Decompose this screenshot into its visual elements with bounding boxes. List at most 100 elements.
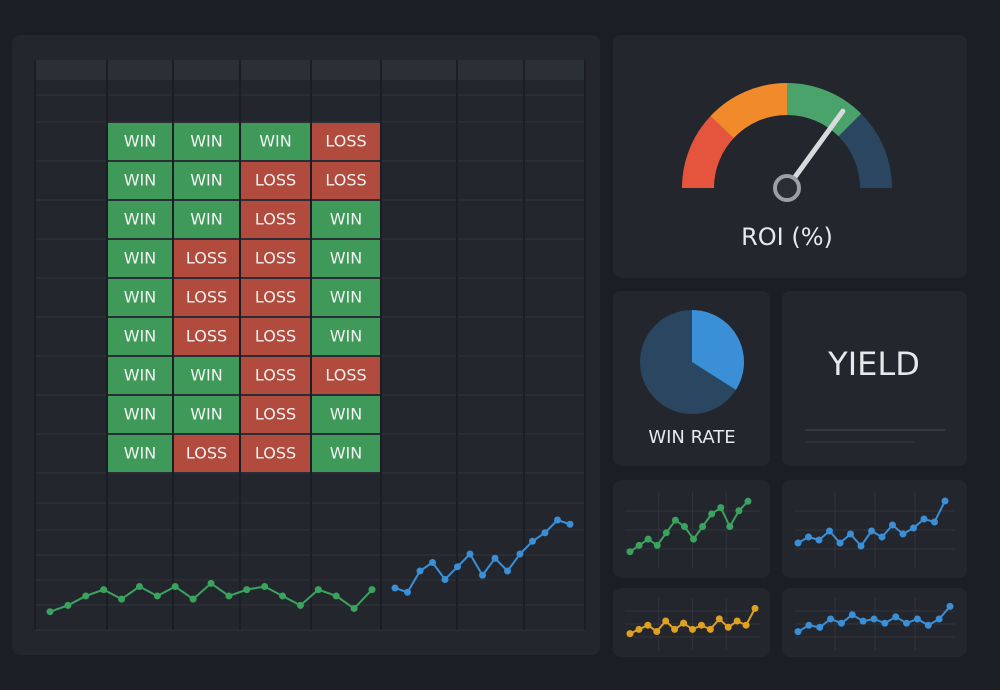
result-cell: WIN xyxy=(312,435,380,472)
sparkline-point xyxy=(653,541,661,549)
result-cell: WIN xyxy=(108,162,172,199)
sparkline-point xyxy=(699,523,707,530)
cell-bg xyxy=(174,201,239,238)
cell-text: LOSS xyxy=(255,288,296,307)
cell-text: WIN xyxy=(190,132,223,151)
result-cell: LOSS xyxy=(241,357,310,394)
sparkline-point xyxy=(635,541,643,549)
sparkline-point xyxy=(671,516,679,524)
sparkline-point xyxy=(946,602,954,610)
result-cell: LOSS xyxy=(241,279,310,316)
cell-text: WIN xyxy=(124,171,157,190)
cell-bg xyxy=(174,240,239,277)
sparkline-point xyxy=(504,567,511,575)
sparkline-point xyxy=(715,615,723,623)
sparkline-point xyxy=(662,617,670,625)
sparkline-point xyxy=(689,625,696,633)
cell-text: LOSS xyxy=(186,444,227,463)
result-cell: WIN xyxy=(174,162,239,199)
sparkline-point xyxy=(816,623,824,631)
sparkline-point xyxy=(653,628,661,635)
cell-text: WIN xyxy=(330,249,363,268)
cell-bg xyxy=(312,318,380,355)
sparkline-point xyxy=(892,613,900,621)
gauge-segment xyxy=(786,83,862,137)
cell-text: LOSS xyxy=(255,210,296,229)
cell-bg xyxy=(174,396,239,433)
sparkline-point xyxy=(941,497,949,505)
sparkline-point xyxy=(805,621,813,629)
gauge-needle xyxy=(784,108,846,191)
sparkline-point xyxy=(706,625,714,633)
cell-bg xyxy=(108,162,172,199)
result-cell: WIN xyxy=(312,318,380,355)
sparkline-point xyxy=(735,507,743,515)
cell-text: WIN xyxy=(259,132,292,151)
sparkline-point xyxy=(708,510,716,518)
sparkline-point xyxy=(541,529,549,537)
sparkline-point xyxy=(566,520,574,528)
sparkline-point xyxy=(207,579,215,587)
sparkline-point xyxy=(189,595,197,603)
cell-text: LOSS xyxy=(325,366,366,385)
cell-text: WIN xyxy=(124,327,157,346)
result-cell: WIN xyxy=(108,357,172,394)
sparkline-point xyxy=(261,583,269,590)
gauge-segment xyxy=(838,113,892,189)
sparkline-point xyxy=(516,550,524,558)
cell-text: LOSS xyxy=(255,366,296,385)
cell-bg xyxy=(241,396,310,433)
sparkline-point xyxy=(733,617,741,625)
cell-bg xyxy=(108,396,172,433)
sparkline-point xyxy=(491,554,499,562)
result-cell: WIN xyxy=(108,240,172,277)
sparkline-point xyxy=(626,548,634,556)
cell-text: WIN xyxy=(190,171,223,190)
sparkline-point xyxy=(118,595,126,603)
cell-text: WIN xyxy=(330,210,363,229)
result-cell: LOSS xyxy=(241,396,310,433)
cell-text: WIN xyxy=(124,366,157,385)
cell-bg xyxy=(108,201,172,238)
cell-bg xyxy=(241,201,310,238)
sparkline-point xyxy=(64,601,72,609)
sparkline-point xyxy=(626,630,634,638)
cell-bg xyxy=(241,318,310,355)
result-cell: WIN xyxy=(312,396,380,433)
result-cell: WIN xyxy=(108,201,172,238)
cell-bg xyxy=(312,279,380,316)
cell-text: WIN xyxy=(124,210,157,229)
cell-text: WIN xyxy=(124,405,157,424)
pie-slice xyxy=(692,310,745,390)
cell-bg xyxy=(108,357,172,394)
sparkline-point xyxy=(171,583,179,590)
result-cell: LOSS xyxy=(174,435,239,472)
sparkline-point xyxy=(100,586,108,594)
cell-text: WIN xyxy=(330,444,363,463)
cell-bg xyxy=(241,162,310,199)
cell-bg xyxy=(312,396,380,433)
cell-text: WIN xyxy=(190,210,223,229)
sparkline-point xyxy=(644,621,652,629)
cell-bg xyxy=(241,279,310,316)
cell-bg xyxy=(108,279,172,316)
result-cell: WIN xyxy=(312,279,380,316)
spark-panel xyxy=(613,588,770,657)
cell-text: LOSS xyxy=(186,327,227,346)
result-cell: WIN xyxy=(174,123,239,160)
cell-text: LOSS xyxy=(325,132,366,151)
sparkline-point xyxy=(135,583,143,590)
cell-bg xyxy=(108,318,172,355)
sparkline-point xyxy=(924,621,932,629)
result-cell: LOSS xyxy=(312,123,380,160)
sparkline-point xyxy=(881,619,889,627)
result-cell: WIN xyxy=(174,357,239,394)
sparkline-point xyxy=(742,621,750,629)
sparkline-point xyxy=(794,628,802,636)
sparkline-point xyxy=(454,563,461,571)
cell-text: WIN xyxy=(124,444,157,463)
cell-text: LOSS xyxy=(255,249,296,268)
cell-bg xyxy=(174,357,239,394)
sparkline-point xyxy=(870,615,878,623)
gauge-panel xyxy=(613,35,967,278)
